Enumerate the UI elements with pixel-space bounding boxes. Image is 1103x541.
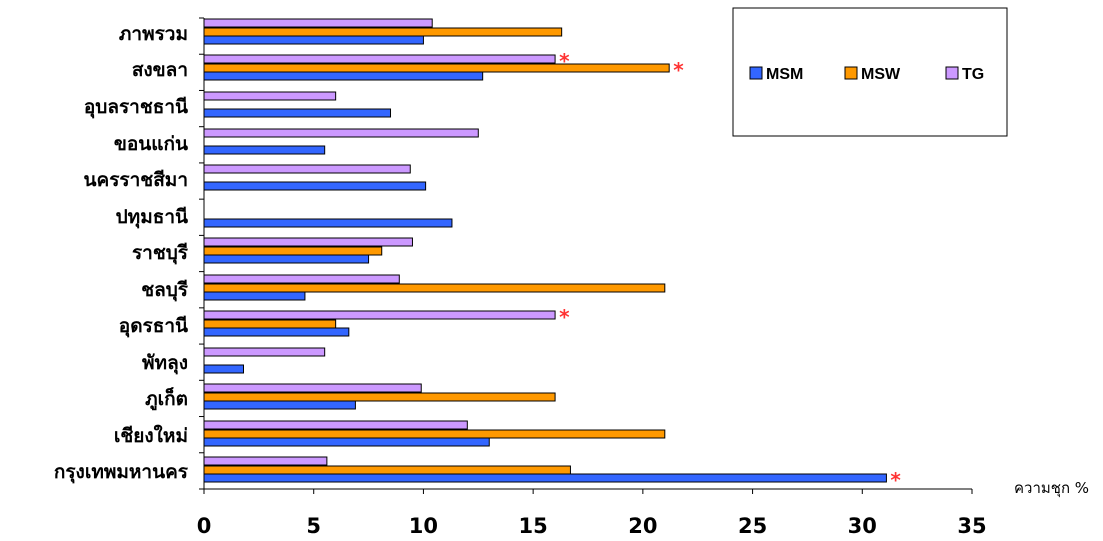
bar-msm — [203, 71, 484, 81]
bar-msm — [203, 218, 453, 228]
bar-tg — [203, 18, 433, 28]
bar-msm — [203, 400, 356, 410]
bar-tg — [203, 420, 468, 430]
category-label: ภาพรวม — [119, 23, 188, 45]
x-tick-label: 5 — [306, 514, 321, 538]
legend-swatch-tg — [945, 66, 959, 80]
legend: MSM MSW TG — [732, 7, 1008, 137]
bar-msm — [203, 181, 427, 191]
x-tick-label: 10 — [409, 514, 438, 538]
x-axis: 0 5 10 15 20 25 30 35 — [197, 17, 987, 538]
bar-msm — [203, 108, 392, 118]
bar-msw — [203, 392, 556, 402]
category-label: สงขลา — [132, 59, 188, 81]
bar-msm — [203, 35, 424, 45]
bar-msw — [203, 283, 666, 293]
bar-msm — [203, 291, 306, 301]
legend-label-msm: MSM — [766, 66, 803, 83]
legend-label-tg: TG — [962, 66, 984, 83]
significance-markers: * * * * — [559, 49, 901, 492]
bar-tg — [203, 237, 413, 247]
bar-msm — [203, 145, 326, 155]
category-label: พัทลุง — [142, 352, 188, 375]
category-label: กรุงเทพมหานคร — [54, 461, 189, 484]
x-tick-label: 35 — [957, 514, 986, 538]
bar-tg — [203, 456, 328, 466]
plot-area — [203, 18, 887, 483]
legend-swatch-msm — [749, 66, 763, 80]
bar-tg — [203, 91, 337, 101]
bar-msw — [203, 429, 666, 439]
bar-tg — [203, 310, 556, 320]
bar-tg — [203, 347, 326, 357]
x-tick-label: 30 — [848, 514, 877, 538]
category-label: นครราชสีมา — [84, 169, 188, 191]
category-label: ภูเก็ต — [145, 386, 188, 411]
category-label: เชียงใหม่ — [114, 424, 188, 447]
category-label: ราชบุรี — [132, 242, 189, 265]
category-label: อุบลราชธานี — [84, 96, 188, 119]
x-tick-label: 15 — [519, 514, 548, 538]
legend-label-msw: MSW — [861, 66, 901, 83]
significance-star: * — [559, 49, 570, 73]
x-tick-label: 25 — [738, 514, 767, 538]
category-label: ชลบุรี — [141, 279, 189, 302]
category-label: อุดรธานี — [119, 315, 188, 338]
bar-msm — [203, 437, 490, 447]
bar-msw — [203, 319, 337, 329]
bar-msw — [203, 246, 383, 256]
bar-msm — [203, 254, 370, 264]
category-label: ขอนแก่น — [114, 133, 188, 155]
x-axis-label: ความชุก % — [1014, 479, 1089, 498]
bar-tg — [203, 164, 411, 174]
bar-tg — [203, 274, 400, 284]
bar-tg — [203, 128, 479, 138]
significance-star: * — [559, 305, 570, 329]
legend-box — [732, 7, 1008, 137]
legend-swatch-msw — [844, 66, 858, 80]
significance-star: * — [890, 468, 901, 492]
bar-msm — [203, 473, 887, 483]
bar-tg — [203, 54, 556, 64]
x-tick-label: 20 — [628, 514, 657, 538]
x-tick-label: 0 — [197, 514, 212, 538]
bar-tg — [203, 383, 422, 393]
bar-msw — [203, 63, 670, 73]
category-labels: กรุงเทพมหานคร เชียงใหม่ ภูเก็ต พัทลุง อุดรธา… — [54, 23, 189, 484]
bar-msm — [203, 364, 244, 374]
bar-msm — [203, 327, 350, 337]
significance-star: * — [673, 58, 684, 82]
bar-msw — [203, 27, 563, 37]
category-label: ปทุมธานี — [116, 206, 188, 229]
bar-msw — [203, 465, 571, 475]
